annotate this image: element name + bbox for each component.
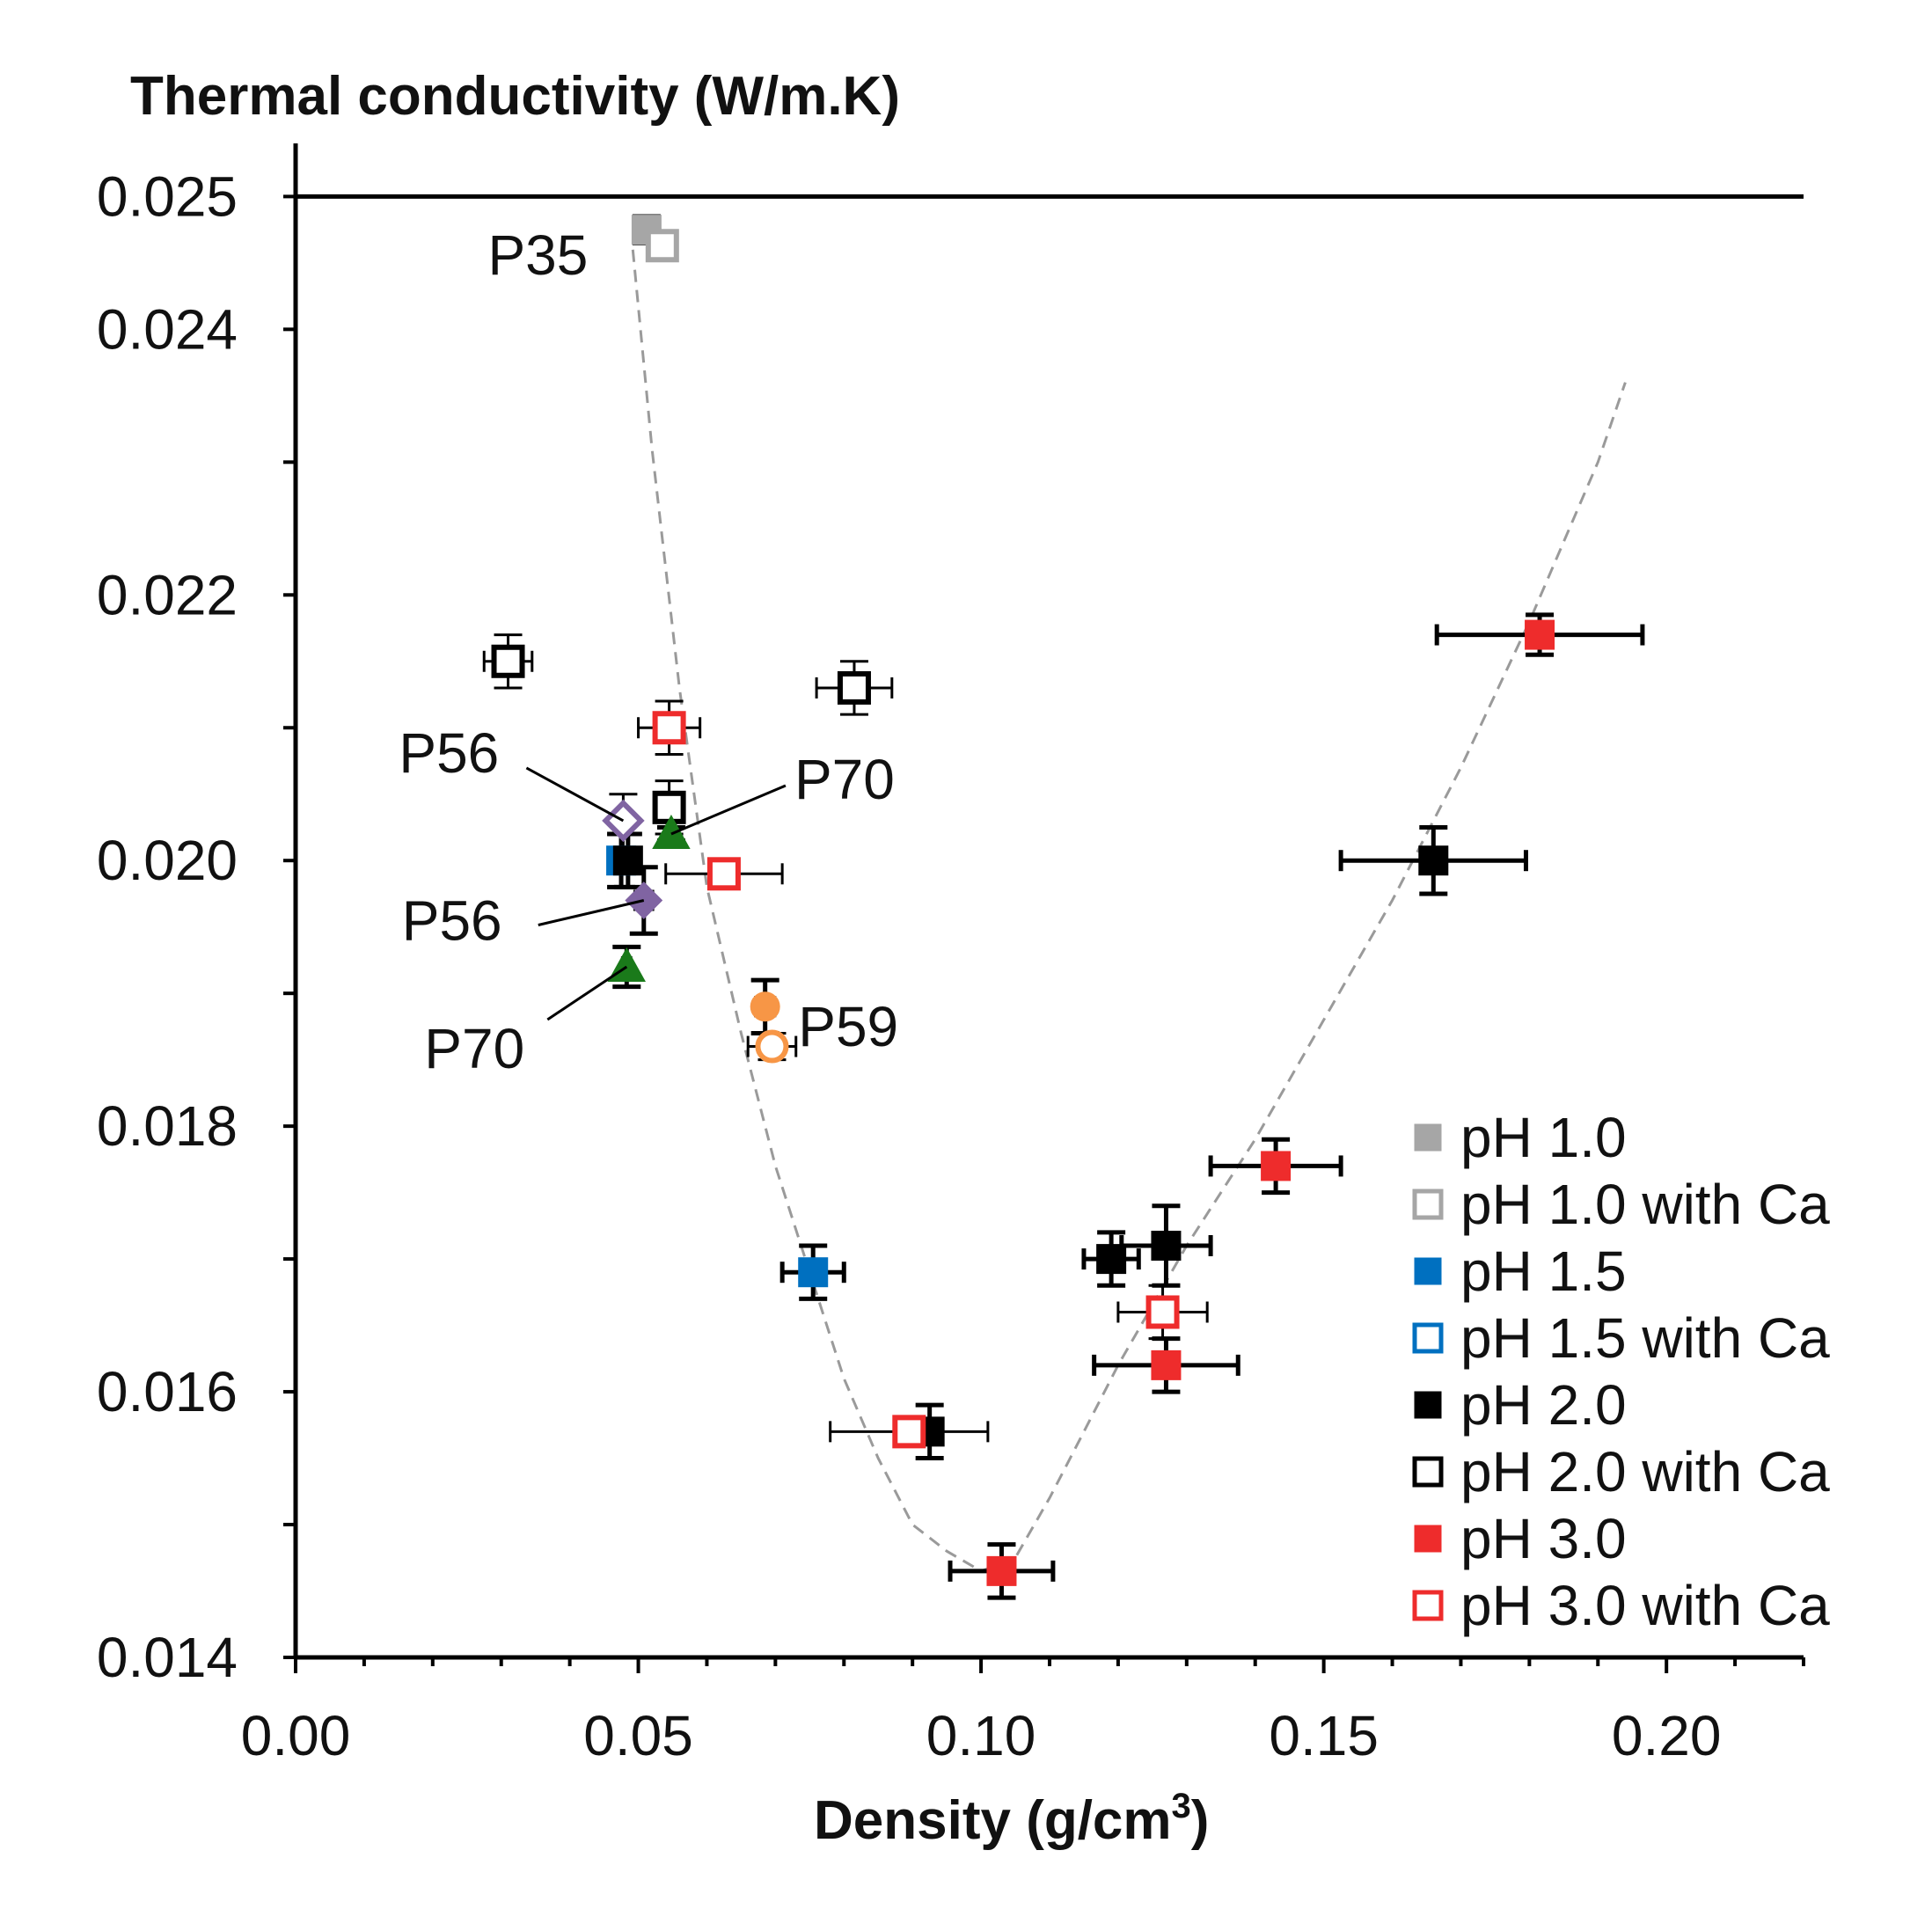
legend-label: pH 2.0 — [1460, 1373, 1627, 1437]
axes — [283, 143, 1805, 1673]
data-point-ph-2-0-with-ca — [652, 790, 686, 824]
data-point-ph-3-0 — [1261, 1151, 1292, 1181]
legend-entry: pH 1.5 with Ca — [1412, 1306, 1830, 1370]
annotation-leader-line — [525, 766, 625, 823]
data-point-ph-2-0 — [1096, 1244, 1127, 1275]
annotation-p59: P59 — [798, 995, 898, 1058]
legend-label: pH 3.0 with Ca — [1460, 1574, 1830, 1637]
y-tick-label: 0.014 — [97, 1626, 238, 1689]
legend-swatch — [1414, 1391, 1442, 1419]
data-point-p56 — [625, 881, 663, 919]
data-point-ph-3-0 — [1525, 619, 1555, 650]
legend-entry: pH 3.0 — [1414, 1507, 1627, 1570]
legend-label: pH 2.0 with Ca — [1460, 1440, 1830, 1503]
annotation-p70: P70 — [794, 748, 895, 811]
data-point-p59-with-ca — [755, 1029, 789, 1064]
legend-swatch — [1414, 1123, 1442, 1152]
x-axis-label-main: Density (g/cm — [814, 1790, 1172, 1851]
legend-swatch — [1412, 1590, 1444, 1621]
legend-label: pH 1.5 — [1460, 1240, 1627, 1303]
data-point-p70 — [652, 814, 691, 850]
legend-label: pH 1.5 with Ca — [1460, 1306, 1830, 1370]
data-point-ph-2-0-with-ca — [491, 644, 525, 678]
data-markers — [491, 215, 1555, 1586]
y-tick-label: 0.020 — [97, 829, 238, 892]
data-point-ph-3-0-with-ca — [652, 711, 686, 745]
y-tick-label: 0.018 — [97, 1094, 238, 1158]
legend-swatch — [1412, 1189, 1444, 1220]
data-point-ph-2-0-with-ca — [837, 670, 871, 705]
legend-entry: pH 2.0 — [1414, 1373, 1627, 1437]
annotation-p70: P70 — [424, 1017, 524, 1080]
data-point-ph-2-0 — [1418, 845, 1449, 876]
y-tick-label: 0.024 — [97, 297, 238, 361]
annotation-leader-line — [546, 965, 628, 1021]
chart-title: Thermal conductivity (W/m.K) — [130, 66, 900, 127]
y-tick-label: 0.025 — [97, 165, 238, 228]
legend-entry: pH 3.0 with Ca — [1412, 1574, 1830, 1637]
annotation-leader-line — [538, 899, 645, 926]
annotation-p56: P56 — [402, 889, 502, 953]
annotation-leader-line — [670, 784, 787, 836]
trend-curve-layer — [631, 249, 1627, 1573]
x-axis-label: Density (g/cm3) — [814, 1787, 1209, 1851]
x-axis-label-close: ) — [1191, 1790, 1210, 1851]
legend-entry: pH 1.0 — [1414, 1106, 1627, 1169]
x-tick-label: 0.20 — [1612, 1704, 1722, 1767]
y-tick-label: 0.022 — [97, 563, 238, 626]
legend-label: pH 1.0 with Ca — [1460, 1173, 1830, 1236]
x-tick-label: 0.00 — [241, 1704, 351, 1767]
y-tick-label: 0.016 — [97, 1360, 238, 1423]
legend-swatch — [1414, 1257, 1442, 1285]
data-point-ph-1-5 — [798, 1257, 829, 1288]
x-tick-label: 0.10 — [926, 1704, 1036, 1767]
data-point-ph-3-0-with-ca — [1145, 1295, 1180, 1329]
legend-entry: pH 1.0 with Ca — [1412, 1173, 1830, 1236]
data-point-p59 — [750, 991, 780, 1022]
legend-swatch — [1414, 1525, 1442, 1553]
trend-curve — [631, 249, 1627, 1573]
data-point-ph-3-0 — [986, 1555, 1017, 1586]
annotation-p35: P35 — [487, 223, 588, 287]
data-point-ph-1-0-with-ca — [645, 229, 679, 263]
legend-label: pH 1.0 — [1460, 1106, 1627, 1169]
legend-swatch — [1412, 1456, 1444, 1488]
point-annotations: P35 P56 P70 P56 P70 P59 — [399, 223, 898, 1080]
data-point-ph-2-0 — [1151, 1231, 1182, 1262]
x-tick-label: 0.15 — [1269, 1704, 1379, 1767]
data-point-ph-3-0-with-ca — [892, 1415, 926, 1449]
data-point-ph-3-0 — [1151, 1349, 1182, 1380]
data-point-ph-2-0 — [612, 845, 643, 876]
legend-label: pH 3.0 — [1460, 1507, 1627, 1570]
legend-entry: pH 1.5 — [1414, 1240, 1627, 1303]
legend-entry: pH 2.0 with Ca — [1412, 1440, 1830, 1503]
x-tick-label: 0.05 — [583, 1704, 693, 1767]
data-point-ph-3-0-with-ca — [706, 857, 741, 891]
tick-labels: 0.014 0.016 0.018 0.020 0.022 0.024 0.025 0.00 0… — [97, 165, 1722, 1767]
annotation-p56: P56 — [399, 721, 499, 785]
legend-swatch — [1412, 1322, 1444, 1354]
x-axis-label-superscript: 3 — [1172, 1787, 1191, 1825]
